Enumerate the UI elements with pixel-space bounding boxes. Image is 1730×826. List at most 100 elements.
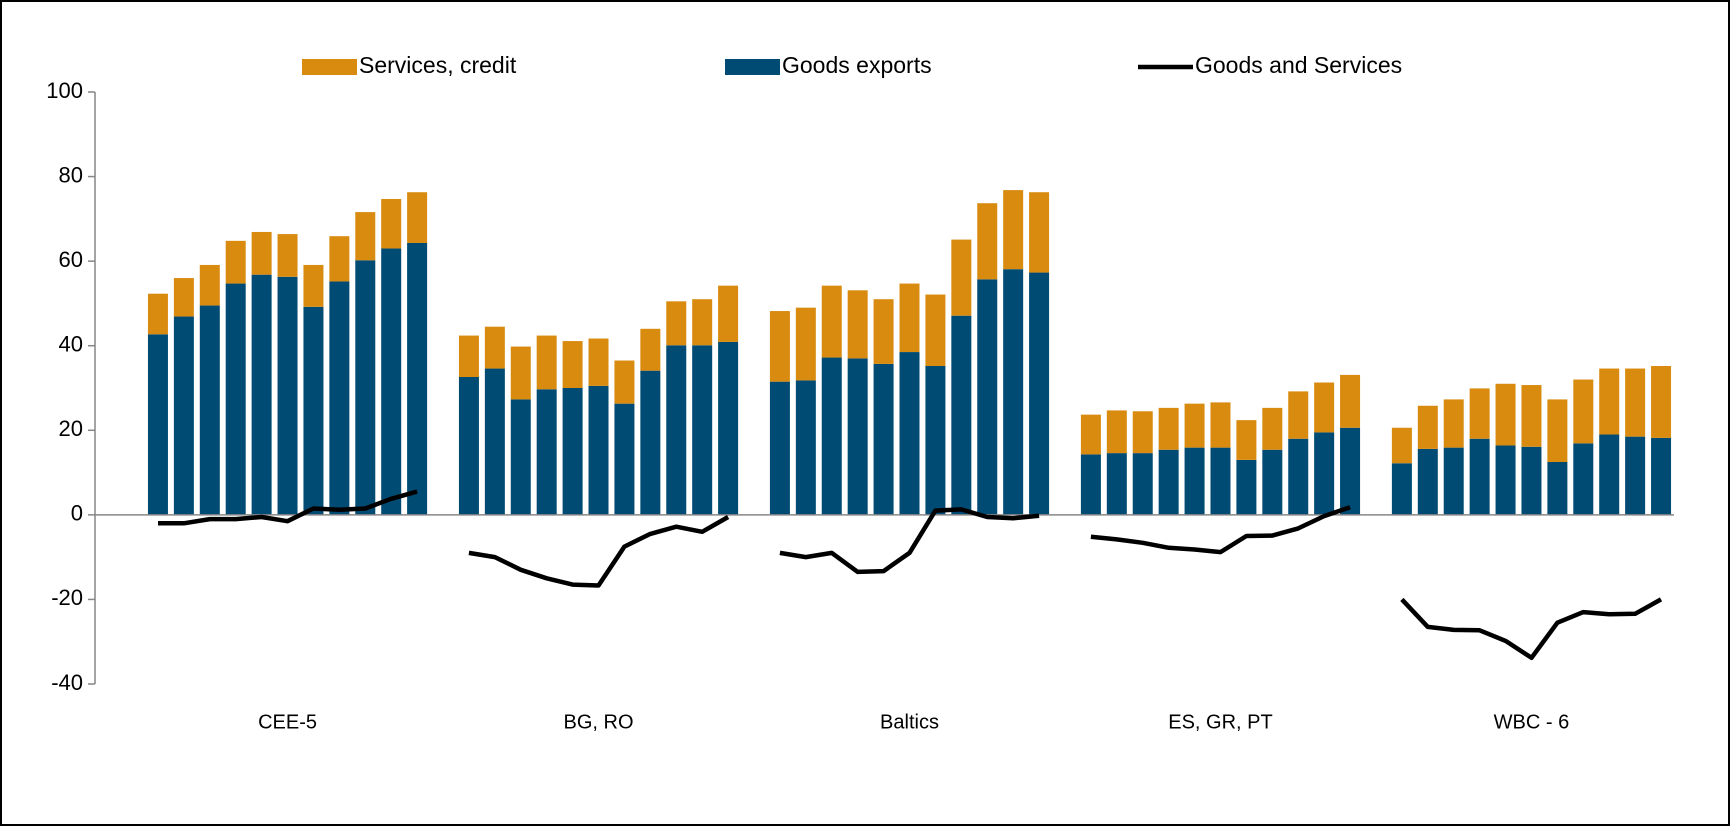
legend-label: Goods exports xyxy=(782,52,932,78)
bar xyxy=(536,389,557,515)
bar xyxy=(1599,368,1620,435)
bar xyxy=(1417,448,1438,515)
bar xyxy=(1158,407,1179,450)
bar xyxy=(1599,434,1620,515)
bar xyxy=(1521,385,1542,447)
bar xyxy=(847,358,868,515)
bar xyxy=(1547,462,1568,515)
bar xyxy=(1340,374,1361,428)
bar xyxy=(1314,382,1335,433)
x-tick-label: Baltics xyxy=(880,711,939,733)
bar xyxy=(951,315,972,515)
bar xyxy=(1573,443,1594,515)
bar xyxy=(1443,447,1464,515)
bar xyxy=(381,248,402,515)
bar xyxy=(1236,420,1257,460)
bar xyxy=(1340,427,1361,515)
bar xyxy=(1469,438,1490,515)
bar xyxy=(407,192,428,243)
bar xyxy=(1210,447,1231,515)
y-tick-label: 0 xyxy=(71,501,83,526)
bar xyxy=(484,368,505,515)
y-tick-label: 20 xyxy=(59,416,83,441)
bar xyxy=(199,305,220,515)
bar xyxy=(251,231,272,275)
bar xyxy=(1547,399,1568,462)
x-tick-label: CEE-5 xyxy=(258,711,317,733)
bar xyxy=(925,366,946,515)
bar xyxy=(173,316,194,515)
bar xyxy=(795,307,816,381)
line xyxy=(158,489,1663,661)
bar xyxy=(303,264,324,307)
bar xyxy=(692,345,713,515)
bar xyxy=(407,242,428,515)
bar xyxy=(1391,427,1412,464)
bar xyxy=(899,352,920,515)
bar xyxy=(1417,405,1438,449)
bar xyxy=(1158,449,1179,515)
bar xyxy=(951,239,972,316)
bar xyxy=(821,357,842,515)
bar xyxy=(1106,453,1127,515)
legend-swatch xyxy=(302,59,357,75)
bar xyxy=(1651,437,1672,515)
bar xyxy=(329,281,350,515)
bar xyxy=(847,290,868,359)
bar xyxy=(1184,447,1205,515)
bar xyxy=(977,279,998,515)
bar xyxy=(614,360,635,404)
bar xyxy=(562,341,583,388)
bar xyxy=(795,380,816,515)
bar xyxy=(173,278,194,317)
x-tick-label: ES, GR, PT xyxy=(1168,711,1272,733)
bar xyxy=(1132,453,1153,515)
bar xyxy=(303,306,324,515)
bar xyxy=(251,274,272,515)
bar xyxy=(1314,432,1335,515)
bar xyxy=(1443,399,1464,448)
bar xyxy=(458,377,479,515)
bar xyxy=(1625,368,1646,437)
bar xyxy=(666,345,687,515)
bar xyxy=(1521,446,1542,515)
bar xyxy=(277,276,298,515)
y-tick-label: -20 xyxy=(51,585,83,610)
bar xyxy=(769,311,790,382)
bar xyxy=(925,294,946,367)
bar xyxy=(1132,411,1153,454)
y-tick-label: 100 xyxy=(46,78,83,103)
bar xyxy=(640,370,661,515)
bar xyxy=(1495,445,1516,515)
y-tick-label: -40 xyxy=(51,670,83,695)
bar xyxy=(1106,410,1127,454)
bar xyxy=(977,203,998,280)
bar xyxy=(1625,436,1646,515)
bar xyxy=(1210,402,1231,448)
bar xyxy=(1262,407,1283,450)
bar xyxy=(873,363,894,515)
y-tick-label: 60 xyxy=(59,247,83,272)
bar xyxy=(277,234,298,277)
bar xyxy=(355,260,376,515)
bar xyxy=(769,381,790,515)
bar xyxy=(588,385,609,515)
bar xyxy=(381,198,402,249)
bar xyxy=(1495,383,1516,446)
bar xyxy=(199,264,220,306)
y-tick-label: 80 xyxy=(59,162,83,187)
bar xyxy=(147,334,168,515)
legend-label: Goods and Services xyxy=(1195,52,1402,78)
bar xyxy=(1288,391,1309,439)
bar xyxy=(718,285,739,342)
bar xyxy=(640,328,661,371)
bar xyxy=(1080,454,1101,515)
bar xyxy=(1029,192,1050,273)
bar xyxy=(355,212,376,261)
bar xyxy=(225,283,246,515)
bar xyxy=(1391,463,1412,515)
bar xyxy=(1469,388,1490,439)
bar xyxy=(873,299,894,364)
bar xyxy=(1573,379,1594,444)
bar xyxy=(666,301,687,346)
